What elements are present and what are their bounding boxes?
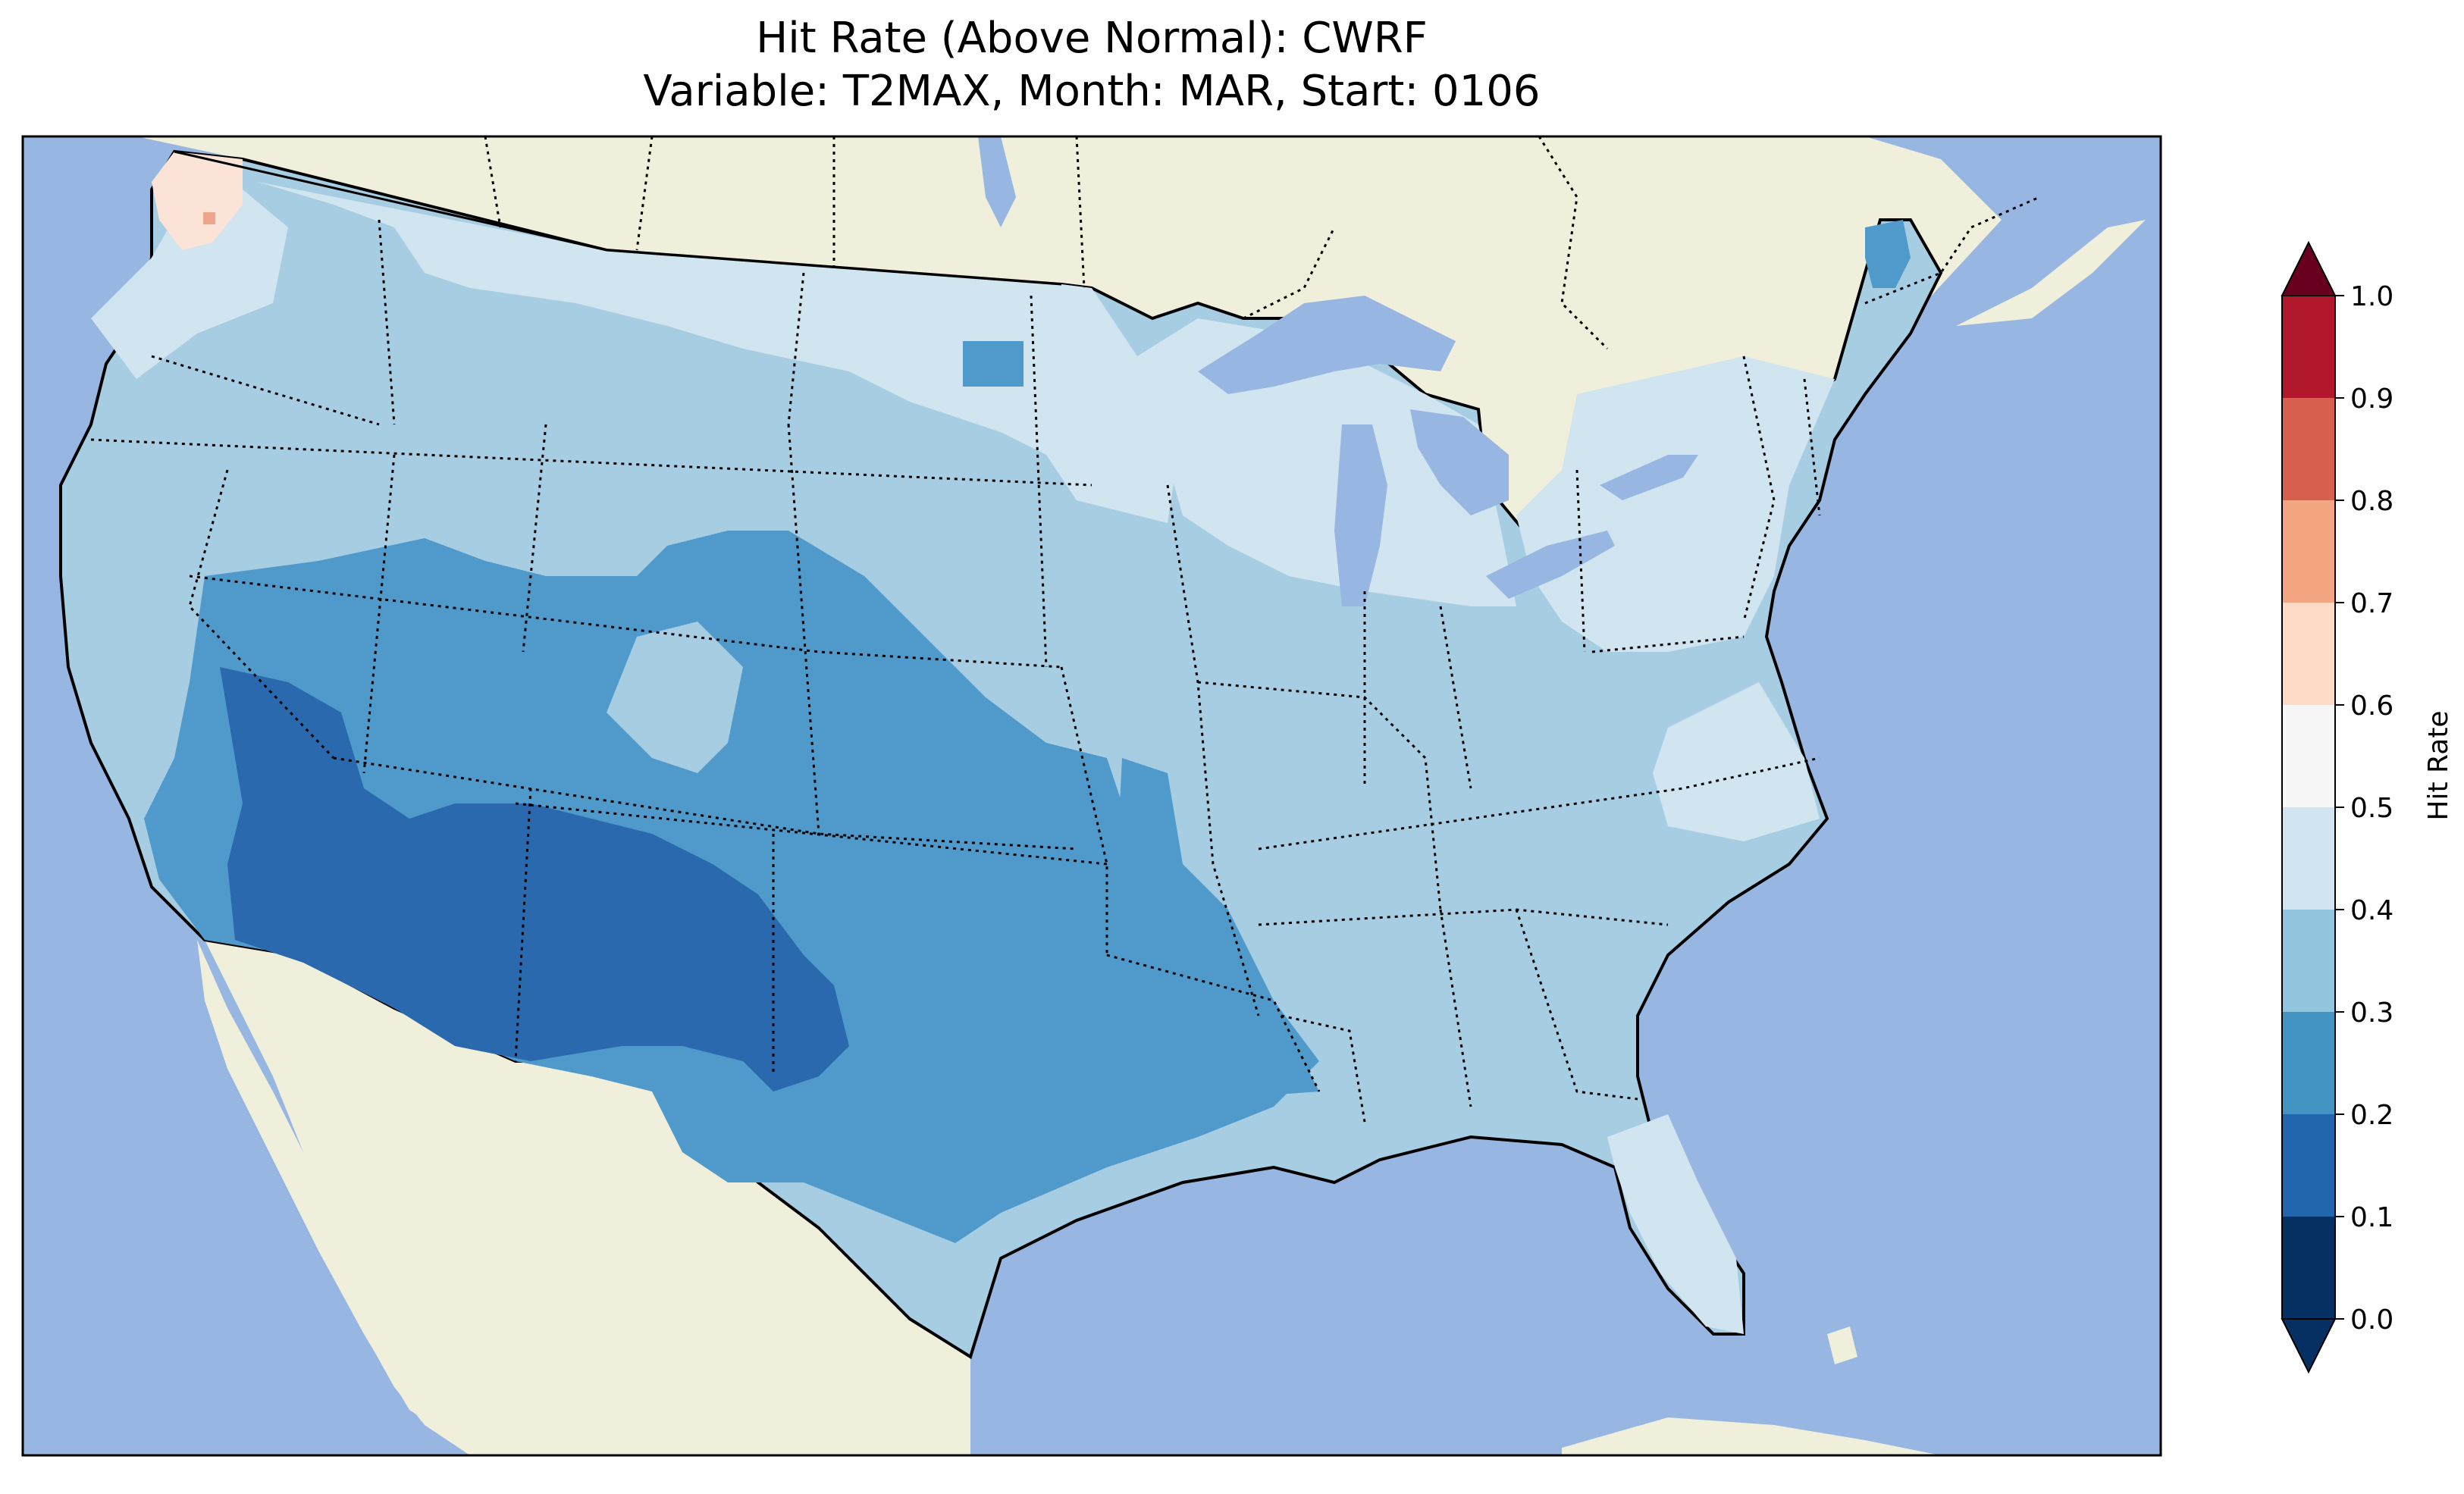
colorbar-tick-label: 0.3 <box>2350 998 2393 1029</box>
state-boundaries <box>90 136 2040 1123</box>
baja-land <box>197 940 432 1425</box>
colorbar-under-arrow <box>2281 1318 2337 1374</box>
colorbar-bin <box>2282 398 2335 500</box>
region-north-tier <box>258 182 1183 523</box>
region-arkansas-louisiana <box>1114 758 1319 1099</box>
bahamas-land <box>1827 1326 1857 1364</box>
region-colorado-plateau <box>607 622 743 773</box>
region-carolina-coast <box>1653 682 1820 841</box>
colorbar-bin <box>2282 807 2335 910</box>
region-pacific-nw-blue <box>91 189 288 379</box>
map-frame <box>21 135 2162 1457</box>
lake-erie <box>1486 531 1615 599</box>
region-northeast <box>1516 356 1835 652</box>
colorbar-label: Hit Rate <box>2423 710 2454 820</box>
region-desert-southwest <box>220 667 849 1092</box>
colorbar-over-arrow <box>2281 240 2337 296</box>
lake-winnipeg <box>978 136 1016 227</box>
colorbar-tick-label: 0.1 <box>2350 1202 2393 1233</box>
colorbar-bin <box>2282 705 2335 807</box>
lake-superior <box>1198 296 1456 394</box>
lake-huron <box>1410 409 1509 515</box>
colorbar-bin <box>2282 1012 2335 1114</box>
us-canada-border <box>174 150 1062 286</box>
colorbar-bin <box>2282 500 2335 603</box>
colorbar-tick-label: 0.2 <box>2350 1100 2393 1131</box>
colorbar-bin <box>2282 910 2335 1012</box>
colorbar-tick-label: 0.7 <box>2350 588 2393 619</box>
colorbar-tick-label: 1.0 <box>2350 281 2393 312</box>
colorbar-tick-label: 0.0 <box>2350 1305 2393 1336</box>
region-washington-coast <box>152 152 243 250</box>
colorbar-tick-label: 0.9 <box>2350 384 2393 415</box>
colorbar-bin <box>2282 1114 2335 1217</box>
maritime-land <box>1956 220 2146 326</box>
region-florida <box>1607 1114 1744 1334</box>
colorbar-tick-label: 0.8 <box>2350 486 2393 517</box>
colorbar-tick-label: 0.4 <box>2350 895 2393 926</box>
colorbar-bin <box>2282 603 2335 705</box>
canada-land <box>136 136 2002 531</box>
colorbar-tick-label: 0.6 <box>2350 691 2393 722</box>
map-title-line-1: Hit Rate (Above Normal): CWRF <box>756 14 1428 63</box>
cuba-land <box>1562 1417 1941 1455</box>
map-area <box>23 136 2161 1455</box>
colorbar-bin <box>2282 1217 2335 1319</box>
region-maine <box>1865 220 1911 288</box>
map-title-line-2: Variable: T2MAX, Month: MAR, Start: 0106 <box>643 67 1541 116</box>
lake-michigan <box>1334 424 1387 606</box>
colorbar-bin <box>2282 296 2335 398</box>
region-washington-hotspot <box>203 212 215 224</box>
colorbar-tick-label: 0.5 <box>2350 793 2393 824</box>
mexico-land <box>205 940 970 1455</box>
colorbar: 0.0 0.1 0.2 0.3 0.4 0.5 0.6 0.7 0.8 0.9 1.0 <box>2281 240 2393 1374</box>
region-nd-spot <box>963 341 1024 387</box>
lake-ontario <box>1600 455 1698 500</box>
